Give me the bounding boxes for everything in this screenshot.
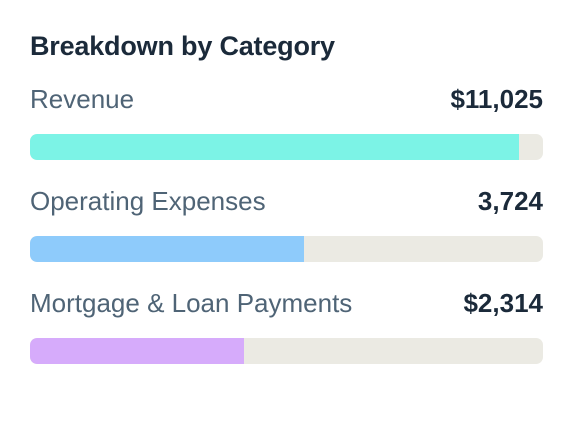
category-value: $2,314 — [463, 288, 543, 318]
category-value: 3,724 — [477, 186, 543, 216]
category-label: Mortgage & Loan Payments — [30, 288, 353, 318]
card-title: Breakdown by Category — [30, 31, 335, 61]
progress-fill — [30, 236, 305, 262]
category-row-operating-expenses: Operating Expenses 3,724 — [30, 186, 543, 262]
category-row-header: Mortgage & Loan Payments $2,314 — [30, 288, 543, 332]
category-row-header: Revenue $11,025 — [30, 84, 543, 128]
progress-track — [30, 236, 543, 262]
category-list: Revenue $11,025 Operating Expenses 3,724… — [30, 84, 543, 364]
category-row-mortgage-loan: Mortgage & Loan Payments $2,314 — [30, 288, 543, 364]
progress-fill — [30, 338, 244, 364]
progress-fill — [30, 134, 520, 160]
category-row-header: Operating Expenses 3,724 — [30, 186, 543, 230]
category-row-revenue: Revenue $11,025 — [30, 84, 543, 160]
progress-track — [30, 134, 543, 160]
progress-track — [30, 338, 543, 364]
category-label: Operating Expenses — [30, 186, 266, 216]
category-value: $11,025 — [450, 84, 543, 114]
category-label: Revenue — [30, 84, 135, 114]
